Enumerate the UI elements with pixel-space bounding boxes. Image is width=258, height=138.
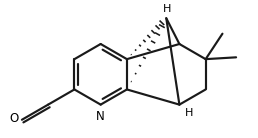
Text: N: N bbox=[96, 110, 105, 123]
Text: O: O bbox=[10, 112, 19, 125]
Text: H: H bbox=[163, 4, 171, 14]
Text: H: H bbox=[185, 108, 193, 118]
